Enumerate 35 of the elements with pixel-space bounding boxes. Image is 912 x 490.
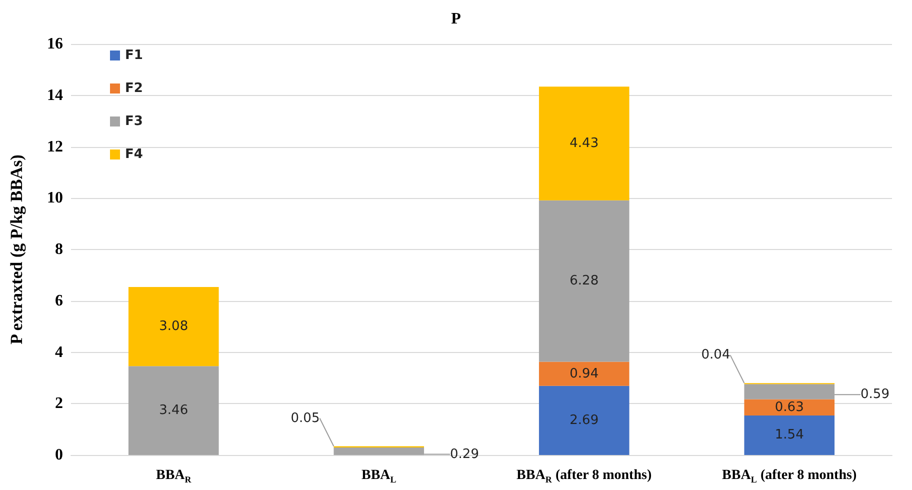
data-label: 0.04 [701,348,730,363]
bar [744,415,835,455]
legend-label: F1 [125,48,143,63]
y-axis-title: P extraxted (g P/kg BBAs) [7,154,26,344]
y-tick-label: 6 [55,292,63,310]
bar [744,399,835,416]
data-label: 2.69 [570,412,599,428]
data-label: 1.54 [774,428,804,443]
y-tick-label: 16 [47,36,63,52]
chart-title: P [451,10,462,28]
legend-label: F2 [125,81,143,96]
bar [128,287,219,366]
y-tick-label: 14 [47,86,63,104]
data-label: 0.29 [450,446,479,462]
data-label: 3.46 [159,403,188,418]
y-tick-label: 8 [55,241,63,258]
y-tick-label: 2 [55,395,63,412]
y-tick-label: 10 [47,190,63,207]
y-tick-label: 4 [55,344,63,361]
data-label: 3.08 [159,319,188,334]
y-tick-label: 12 [47,138,63,156]
bar [538,362,630,386]
data-label: 0.05 [290,410,320,426]
data-label: 0.59 [860,387,890,402]
bar [538,386,630,455]
bar [128,366,219,455]
data-label: 0.63 [774,400,804,415]
y-tick-label: 0 [55,446,63,464]
data-label: 4.43 [570,136,599,152]
bar [538,200,630,362]
data-label: 0.94 [570,366,599,382]
data-label: 6.28 [570,274,599,289]
legend-label: F3 [125,114,143,129]
legend-label: F4 [125,147,143,162]
bar [538,86,630,200]
